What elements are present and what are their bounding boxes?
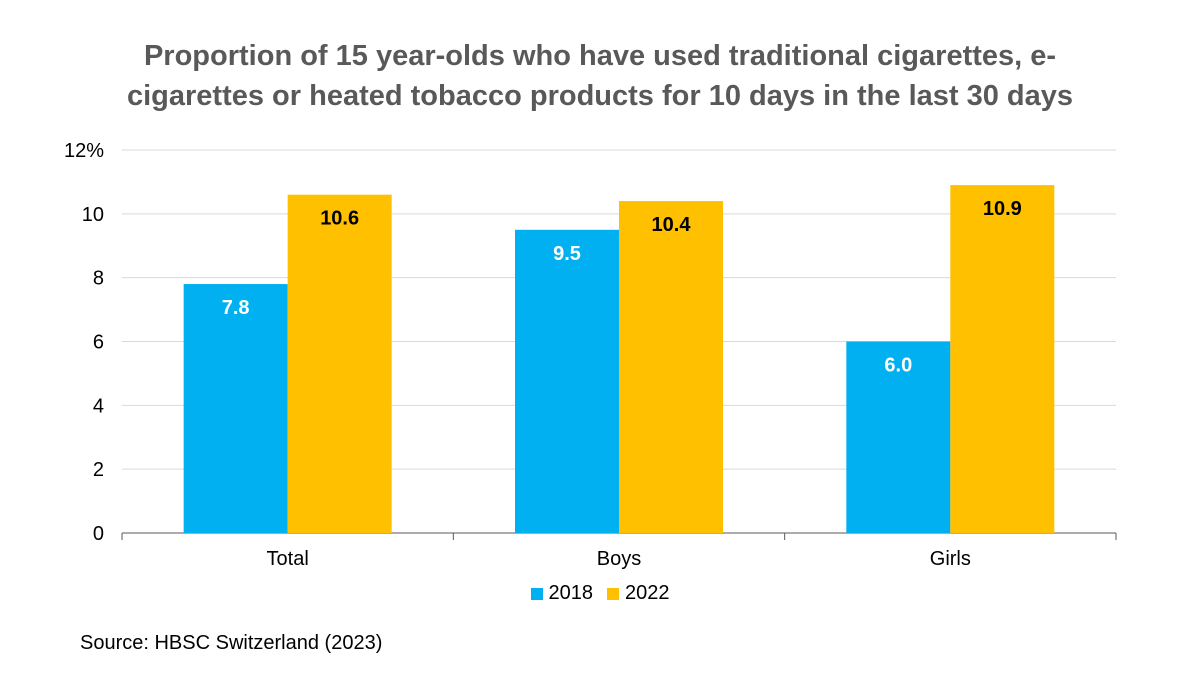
x-tick-label: Total xyxy=(267,548,309,570)
legend-item-2022: 2022 xyxy=(607,582,670,605)
chart-title-line-2: cigarettes or heated tobacco products fo… xyxy=(126,80,1074,112)
source-note: Source: HBSC Switzerland (2023) xyxy=(80,632,383,654)
data-label: 10.4 xyxy=(652,214,692,236)
data-label: 6.0 xyxy=(884,355,912,377)
y-tick-label: 10 xyxy=(82,204,104,226)
legend-item-2018: 2018 xyxy=(530,582,594,605)
bar-2018-boys xyxy=(515,229,619,533)
bar-2022-boys xyxy=(619,201,723,534)
y-tick-label: 4 xyxy=(93,395,104,417)
legend-label-2022: 2022 xyxy=(625,582,670,604)
legend-label-2018: 2018 xyxy=(548,582,594,604)
y-tick-label: 12% xyxy=(64,140,104,162)
y-tick-label: 0 xyxy=(93,523,104,545)
legend-swatch-2018 xyxy=(530,587,543,600)
data-label: 10.6 xyxy=(320,208,359,230)
x-tick-label: Girls xyxy=(930,548,971,570)
chart-title-line-1: Proportion of 15 year-olds who have used… xyxy=(143,40,1057,72)
y-tick-label: 2 xyxy=(93,459,104,481)
bar-2018-total xyxy=(183,284,288,533)
bar-2022-girls xyxy=(950,185,1055,533)
bar-2018-girls xyxy=(846,341,951,533)
chart-title: Proportion of 15 year-olds who have used… xyxy=(40,36,1160,116)
y-tick-label: 8 xyxy=(93,268,104,290)
legend: 2018 2022 xyxy=(0,582,1200,605)
legend-swatch-2022 xyxy=(607,587,619,600)
data-label: 9.5 xyxy=(553,243,581,265)
data-label: 10.9 xyxy=(983,198,1022,220)
y-tick-label: 6 xyxy=(93,332,104,354)
bar-2022-total xyxy=(287,194,392,533)
data-label: 7.8 xyxy=(222,297,250,319)
x-tick-label: Boys xyxy=(597,548,641,570)
